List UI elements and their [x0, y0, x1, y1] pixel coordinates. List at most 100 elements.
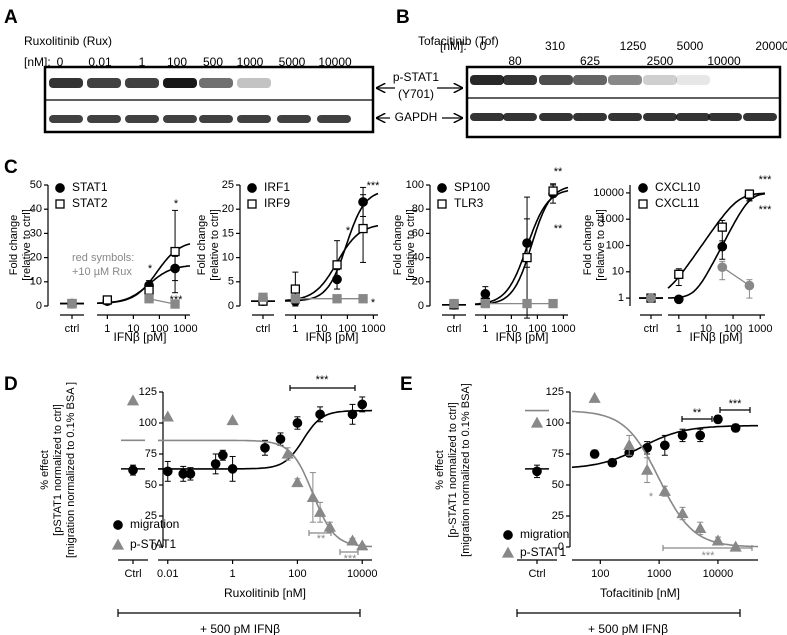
series-line: [721, 266, 750, 287]
y-axis-label: % effect: [434, 450, 446, 490]
y-tick-label: 50: [145, 479, 157, 491]
band: [503, 113, 537, 121]
data-marker: [357, 399, 368, 410]
x-tick-label: 10000: [703, 568, 734, 580]
data-marker: [659, 440, 670, 451]
y-axis-label: [migration normalized to 0.1% BSA]: [460, 383, 472, 557]
x-tick-label: ctrl: [256, 323, 271, 335]
legend-label: SP100: [454, 180, 490, 194]
panel-label: B: [396, 7, 410, 28]
x-tick-label: 10: [127, 323, 139, 335]
concentration-label: 10000: [707, 54, 741, 68]
panel-label: E: [400, 374, 413, 395]
legend-marker: [437, 199, 447, 209]
significance-label: ***: [729, 398, 743, 410]
data-marker: [275, 434, 286, 444]
y-tick-label: 100: [606, 239, 624, 251]
band: [676, 113, 710, 121]
y-tick-label: 30: [30, 227, 42, 239]
significance-label: *: [649, 491, 654, 503]
x-tick-label: 10: [700, 323, 712, 335]
x-tick-label: Ctrl: [528, 568, 545, 580]
blot-unit: [nM]:: [24, 55, 51, 69]
data-marker: [358, 294, 368, 304]
x-tick-label: ctrl: [65, 323, 80, 335]
concentration-label: 0: [480, 39, 487, 53]
significance-label: *: [371, 297, 376, 309]
significance-label: **: [693, 407, 702, 419]
significance-label: ***: [344, 553, 358, 565]
x-tick-label: ctrl: [447, 323, 462, 335]
band: [643, 75, 677, 85]
y-tick-label: 50: [30, 179, 42, 191]
band: [470, 75, 504, 85]
band: [743, 113, 777, 121]
legend-marker: [111, 538, 125, 550]
band: [237, 78, 271, 88]
x-tick-label: 1000: [173, 323, 197, 335]
data-marker: [729, 540, 742, 552]
data-marker: [162, 466, 173, 477]
significance-label: ***: [702, 550, 716, 562]
x-axis-label: IFNβ [pM]: [306, 330, 359, 344]
x-tick-label: 1000: [361, 323, 385, 335]
blot-unit: [nM]:: [440, 39, 467, 53]
treatment-label: + 500 pM IFNβ: [588, 622, 668, 635]
y-axis-label: [pSTAT1 normalized to ctrl]: [52, 404, 64, 536]
data-marker: [623, 438, 636, 450]
data-marker: [548, 298, 558, 309]
data-marker: [315, 409, 325, 420]
legend-marker: [638, 199, 648, 209]
data-marker: [589, 449, 600, 459]
band: [277, 115, 311, 123]
ctrl-marker: [67, 298, 77, 309]
band: [676, 75, 710, 85]
data-marker: [744, 189, 755, 199]
band: [163, 78, 197, 88]
y-tick-label: 0: [36, 300, 42, 312]
data-marker: [717, 262, 728, 273]
y-tick-label: 1000: [600, 213, 624, 225]
band: [49, 115, 83, 123]
y-axis-label: [relative to ctrl]: [405, 209, 417, 281]
legend-label: STAT1: [72, 180, 108, 194]
x-tick-label: 10000: [347, 568, 378, 580]
x-tick-label: 100: [150, 323, 168, 335]
legend-marker: [437, 183, 447, 193]
band: [87, 115, 121, 123]
band: [573, 75, 607, 85]
significance-label: ***: [759, 174, 773, 186]
x-tick-label: 100: [338, 323, 356, 335]
y-tick-label: 0: [151, 541, 157, 553]
x-tick-label: ctrl: [644, 323, 659, 335]
y-tick-label: 20: [222, 203, 234, 215]
x-tick-label: 100: [591, 568, 609, 580]
ctrl-marker: [128, 465, 138, 475]
fit-curve: [475, 186, 569, 306]
x-axis-label: IFNβ [pM]: [114, 330, 167, 344]
band: [199, 78, 233, 88]
band: [708, 113, 742, 121]
data-marker: [292, 418, 303, 428]
concentration-label: 500: [203, 55, 223, 69]
legend-marker: [247, 199, 257, 209]
x-axis-label: IFNβ [pM]: [496, 330, 549, 344]
band: [573, 113, 607, 121]
x-tick-label: 1: [292, 323, 298, 335]
legend-marker: [247, 183, 257, 193]
concentration-label: 625: [580, 54, 600, 68]
legend-label: CXCL11: [655, 196, 700, 210]
band: [608, 75, 642, 85]
y-axis-label: [relative to ctrl]: [595, 209, 607, 281]
y-tick-label: 60: [412, 227, 424, 239]
y-tick-label: 25: [222, 179, 234, 191]
concentration-label: 1: [139, 55, 146, 69]
data-marker: [480, 298, 491, 309]
x-tick-label: 1000: [551, 323, 575, 335]
data-marker: [711, 534, 725, 546]
data-marker: [323, 520, 336, 532]
significance-label: ***: [367, 180, 381, 192]
data-marker: [185, 468, 196, 479]
data-marker: [346, 534, 359, 546]
band: [49, 78, 83, 88]
